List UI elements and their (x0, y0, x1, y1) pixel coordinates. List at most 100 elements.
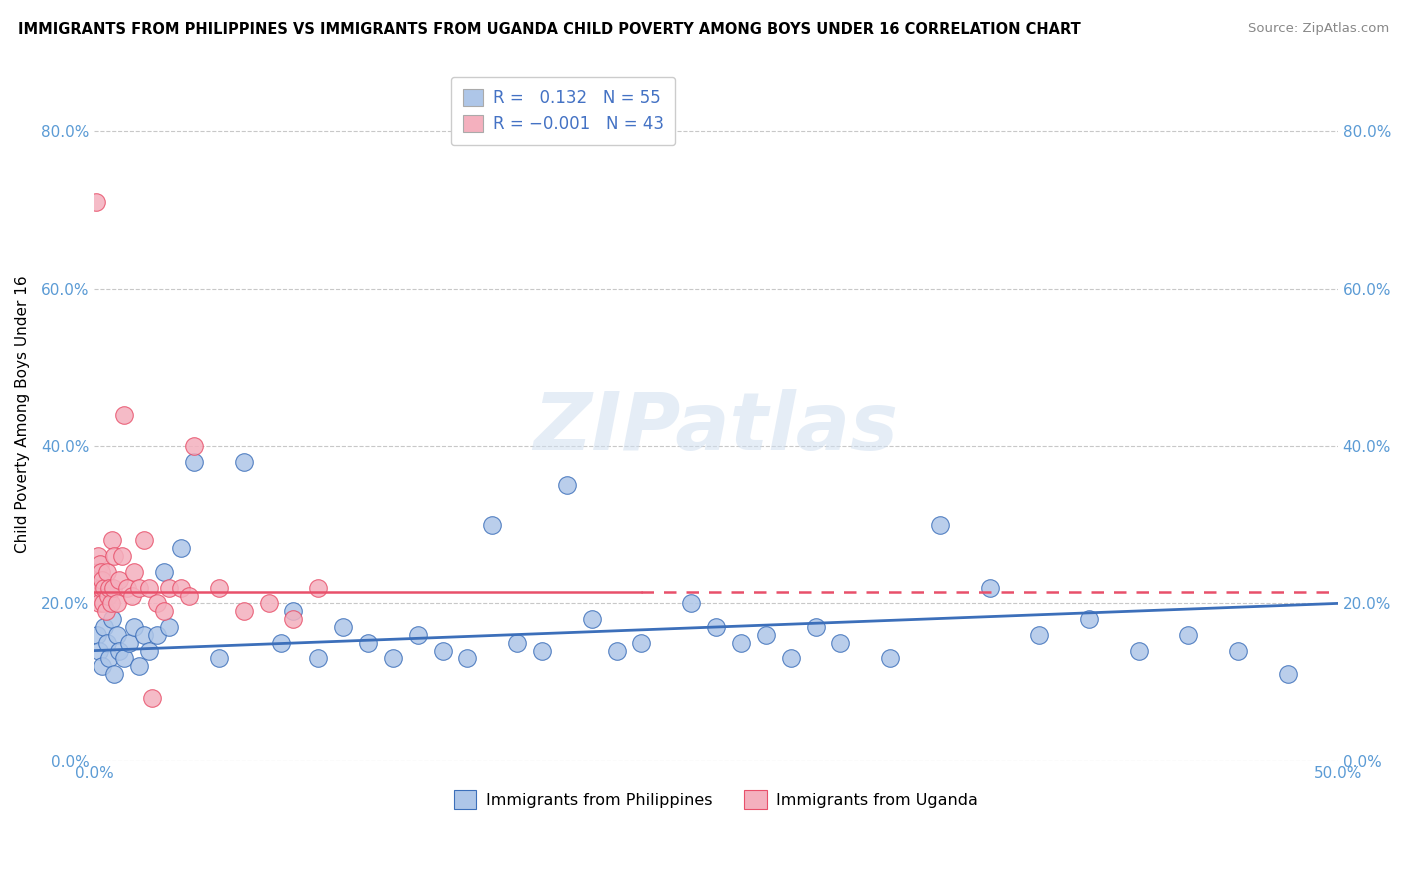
Point (134, 533, 156, 548)
Point (208, 651, 231, 665)
Point (112, 408, 135, 422)
Point (1128, 643, 1150, 657)
Point (90, 659, 112, 673)
Point (183, 455, 205, 469)
Point (307, 581, 329, 595)
Point (98, 651, 121, 665)
Point (112, 651, 135, 665)
Point (89, 557, 111, 571)
Point (704, 620, 727, 634)
Point (730, 636, 752, 650)
Point (157, 581, 180, 595)
Point (84, 195, 107, 210)
Point (86, 589, 108, 603)
Point (177, 589, 200, 603)
Point (89, 643, 111, 657)
Point (270, 636, 292, 650)
Text: ZIPatlas: ZIPatlas (533, 390, 898, 467)
Point (283, 612, 305, 626)
Point (145, 628, 167, 642)
Point (307, 651, 329, 665)
Point (111, 549, 134, 564)
Point (145, 596, 167, 610)
Point (96, 636, 118, 650)
Point (86, 628, 108, 642)
Point (118, 636, 141, 650)
Point (1227, 643, 1250, 657)
Point (506, 636, 529, 650)
Point (432, 643, 454, 657)
Point (86, 581, 108, 595)
Point (103, 549, 125, 564)
Point (128, 581, 150, 595)
Point (183, 439, 205, 453)
Point (98, 581, 121, 595)
Point (87, 549, 110, 564)
Point (90, 573, 112, 587)
Point (105, 628, 128, 642)
Point (170, 541, 193, 556)
Point (283, 604, 305, 618)
Point (90, 565, 112, 579)
Point (93, 581, 115, 595)
Point (153, 604, 176, 618)
Point (530, 643, 553, 657)
Point (134, 628, 156, 642)
Point (1028, 628, 1050, 642)
Point (96, 565, 118, 579)
Point (406, 628, 429, 642)
Point (94, 604, 117, 618)
Point (87, 573, 110, 587)
Point (779, 651, 801, 665)
Point (357, 636, 380, 650)
Point (830, 636, 852, 650)
Legend: Immigrants from Philippines, Immigrants from Uganda: Immigrants from Philippines, Immigrants … (447, 784, 984, 815)
Point (100, 596, 122, 610)
Point (101, 533, 124, 548)
Point (101, 612, 124, 626)
Point (481, 517, 503, 532)
Point (101, 581, 124, 595)
Point (979, 581, 1001, 595)
Point (456, 651, 478, 665)
Point (93, 620, 115, 634)
Point (208, 581, 231, 595)
Point (232, 455, 254, 469)
Point (1277, 667, 1299, 681)
Point (804, 620, 827, 634)
Point (606, 643, 628, 657)
Point (170, 581, 193, 595)
Point (138, 581, 160, 595)
Point (90, 581, 112, 595)
Point (928, 517, 950, 532)
Text: IMMIGRANTS FROM PHILIPPINES VS IMMIGRANTS FROM UGANDA CHILD POVERTY AMONG BOYS U: IMMIGRANTS FROM PHILIPPINES VS IMMIGRANT… (18, 22, 1081, 37)
Point (128, 659, 150, 673)
Point (122, 565, 145, 579)
Point (879, 651, 901, 665)
Point (332, 620, 354, 634)
Point (91, 596, 114, 610)
Point (115, 581, 138, 595)
Point (755, 628, 778, 642)
Point (157, 620, 180, 634)
Y-axis label: Child Poverty Among Boys Under 16: Child Poverty Among Boys Under 16 (15, 276, 30, 553)
Point (86, 565, 108, 579)
Point (108, 573, 131, 587)
Point (153, 565, 176, 579)
Point (555, 478, 578, 492)
Point (103, 667, 125, 681)
Point (581, 612, 603, 626)
Point (141, 690, 163, 705)
Point (108, 643, 131, 657)
Point (138, 643, 160, 657)
Point (1177, 628, 1199, 642)
Point (97, 589, 120, 603)
Point (1078, 612, 1101, 626)
Point (89, 596, 111, 610)
Point (681, 596, 703, 610)
Text: Source: ZipAtlas.com: Source: ZipAtlas.com (1249, 22, 1389, 36)
Point (232, 604, 254, 618)
Point (121, 589, 143, 603)
Point (381, 651, 404, 665)
Point (105, 596, 128, 610)
